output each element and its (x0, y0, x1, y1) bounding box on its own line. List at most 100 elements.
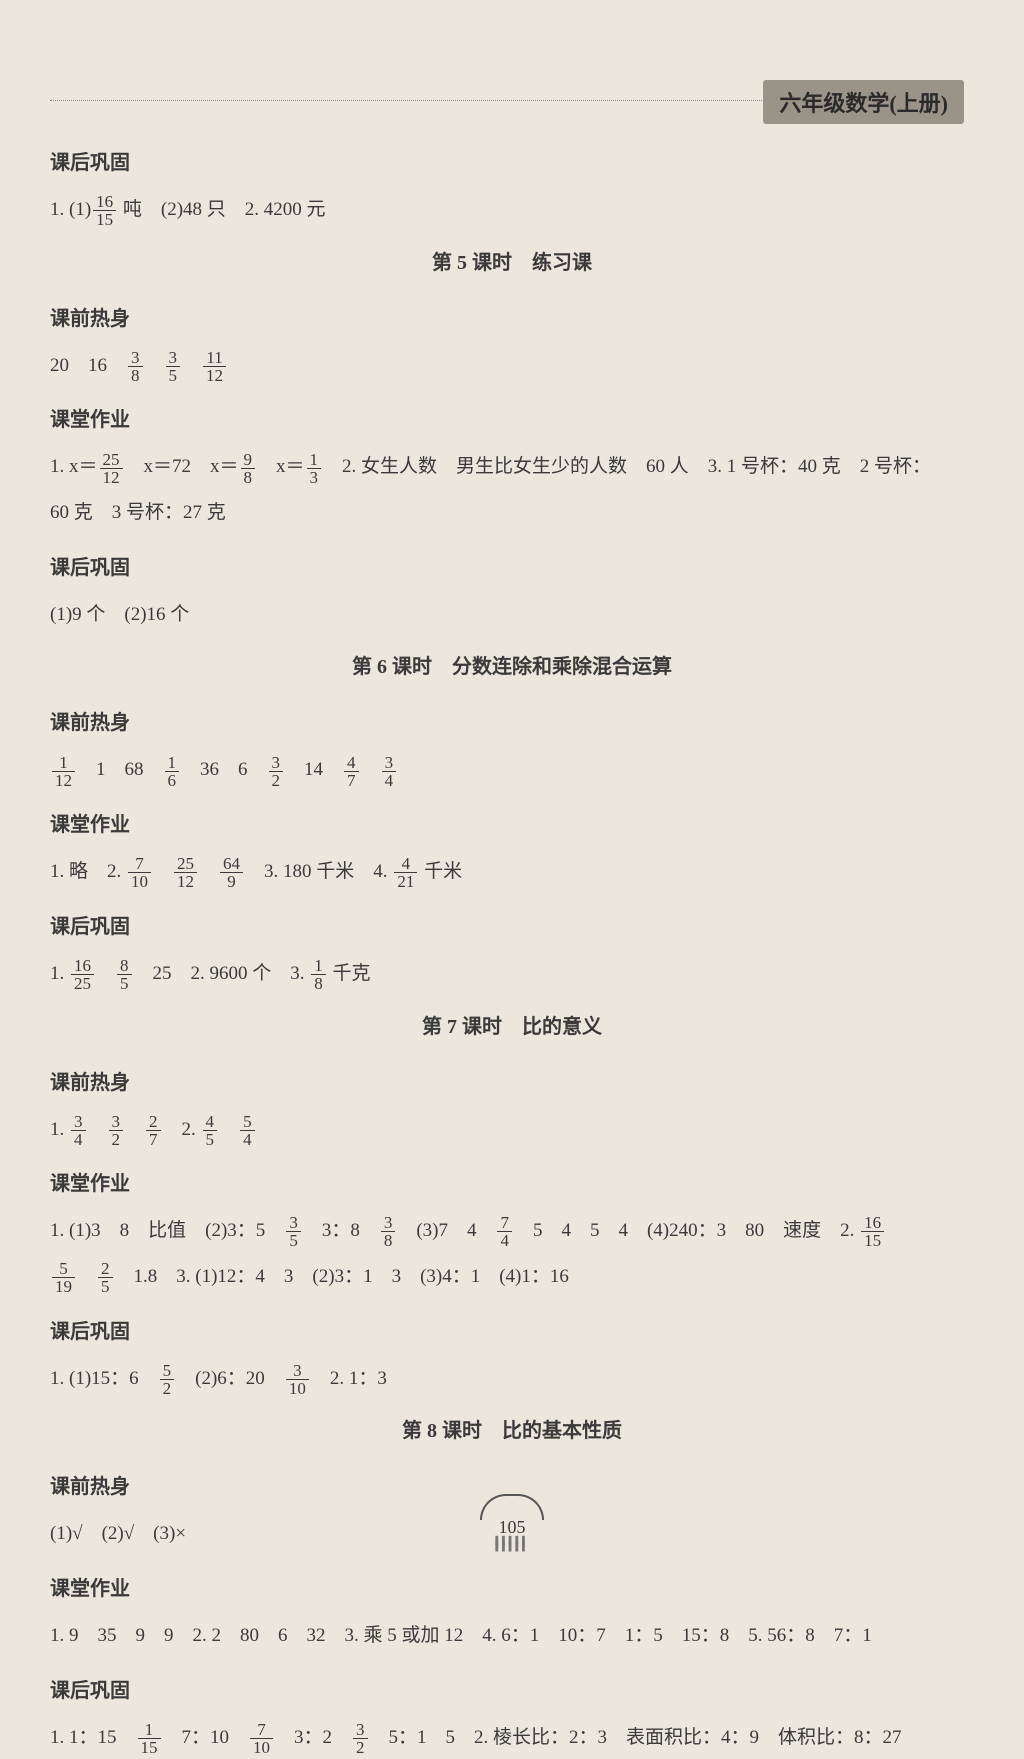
text-run: 1. (50, 963, 69, 984)
page-grid-deco: ▌▌▌▌▌▌▌▌▌▌ (477, 1538, 547, 1551)
text-run: 5 4 5 4 (4)240：3 80 速度 2. (514, 1220, 859, 1241)
text-run: 14 (285, 759, 342, 780)
text-run (182, 355, 201, 376)
fraction: 38 (128, 349, 143, 384)
text-run: 1. (50, 1119, 69, 1140)
section-heading: 课前热身 (50, 700, 974, 746)
fraction: 519 (52, 1260, 75, 1295)
answer-line: 1. 略 2. 710 2512 649 3. 180 千米 4. 421 千米 (50, 850, 974, 894)
answer-line: 1. 1625 85 25 2. 9600 个 3. 18 千克 (50, 952, 974, 996)
answer-line: 519 25 1.8 3. (1)12：4 3 (2)3：1 3 (3)4：1 … (50, 1255, 974, 1299)
fraction: 112 (52, 754, 75, 789)
text-run: 5：1 5 2. 棱长比：2：3 表面积比：4：9 体积比：8：27 (370, 1727, 902, 1748)
fraction: 32 (353, 1721, 368, 1756)
text-run: 1 68 (77, 759, 163, 780)
fraction: 13 (307, 451, 322, 486)
answer-line: 1. 9 35 9 9 2. 2 80 6 32 3. 乘 5 或加 12 4.… (50, 1614, 974, 1658)
fraction: 32 (269, 754, 284, 789)
text-run (199, 861, 218, 882)
section-heading: 课堂作业 (50, 1566, 974, 1612)
section-heading: 课堂作业 (50, 1161, 974, 1207)
fraction: 98 (241, 451, 256, 486)
text-run: x＝ (257, 456, 305, 477)
answer-line: 20 16 38 35 1112 (50, 344, 974, 388)
fraction: 85 (117, 957, 132, 992)
fraction: 310 (286, 1362, 309, 1397)
fraction: 1615 (93, 193, 116, 228)
fraction: 27 (146, 1113, 161, 1148)
text-run: 3. 180 千米 4. (245, 861, 392, 882)
text-run: (1)9 个 (2)16 个 (50, 604, 189, 625)
section-heading: 课堂作业 (50, 802, 974, 848)
text-run: 3：2 (275, 1727, 351, 1748)
fraction: 710 (250, 1721, 273, 1756)
section-heading: 课前热身 (50, 296, 974, 342)
text-run (125, 1119, 144, 1140)
lesson-title: 第 7 课时 比的意义 (50, 1004, 974, 1050)
answer-line: 1. 34 32 27 2. 45 54 (50, 1108, 974, 1152)
section-heading: 课后巩固 (50, 904, 974, 950)
text-run: (1)√ (2)√ (3)× (50, 1523, 186, 1544)
text-run: 2. 女生人数 男生比女生少的人数 60 人 3. 1 号杯：40 克 2 号杯… (323, 456, 931, 477)
answer-line: 60 克 3 号杯：27 克 (50, 491, 974, 535)
fraction: 35 (166, 349, 181, 384)
fraction: 2512 (174, 855, 197, 890)
fraction: 47 (344, 754, 359, 789)
fraction: 54 (240, 1113, 255, 1148)
text-run (361, 759, 380, 780)
text-run: 25 2. 9600 个 3. (134, 963, 310, 984)
text-run (153, 861, 172, 882)
fraction: 115 (138, 1721, 161, 1756)
page-number-ornament: 105 ▌▌▌▌▌▌▌▌▌▌ (477, 1494, 547, 1544)
fraction: 74 (497, 1214, 512, 1249)
fraction: 32 (109, 1113, 124, 1148)
text-run: (2)6：20 (176, 1368, 284, 1389)
answer-line: 1. x＝2512 x＝72 x＝98 x＝13 2. 女生人数 男生比女生少的… (50, 445, 974, 489)
text-run (77, 1266, 96, 1287)
text-run: 60 克 3 号杯：27 克 (50, 502, 226, 523)
section-heading: 课后巩固 (50, 140, 974, 186)
text-run: x＝72 x＝ (125, 456, 239, 477)
text-run: 1. (1)15：6 (50, 1368, 158, 1389)
fraction: 34 (382, 754, 397, 789)
text-run: 1. x＝ (50, 456, 98, 477)
fraction: 38 (381, 1214, 396, 1249)
text-run: 2. (163, 1119, 201, 1140)
text-run: 1.8 3. (1)12：4 3 (2)3：1 3 (3)4：1 (4)1：16 (115, 1266, 569, 1287)
fraction: 52 (160, 1362, 175, 1397)
fraction: 35 (286, 1214, 301, 1249)
lesson-title: 第 5 课时 练习课 (50, 240, 974, 286)
text-run: 1. 9 35 9 9 2. 2 80 6 32 3. 乘 5 或加 12 4.… (50, 1625, 872, 1646)
fraction: 2512 (100, 451, 123, 486)
text-run (145, 355, 164, 376)
text-run: 2. 1：3 (311, 1368, 387, 1389)
answer-line: 112 1 68 16 36 6 32 14 47 34 (50, 748, 974, 792)
answer-line: 1. (1)3 8 比值 (2)3：5 35 3：8 38 (3)7 4 74 … (50, 1209, 974, 1253)
lesson-title: 第 8 课时 比的基本性质 (50, 1408, 974, 1454)
fraction: 1112 (203, 349, 226, 384)
fraction: 25 (98, 1260, 113, 1295)
fraction: 649 (220, 855, 243, 890)
fraction: 18 (311, 957, 326, 992)
fraction: 710 (128, 855, 151, 890)
section-heading: 课前热身 (50, 1060, 974, 1106)
text-run: 千克 (328, 963, 371, 984)
lesson-title: 第 6 课时 分数连除和乘除混合运算 (50, 644, 974, 690)
text-run (96, 963, 115, 984)
page-number: 105 (495, 1517, 530, 1538)
section-heading: 课堂作业 (50, 397, 974, 443)
text-run: 20 16 (50, 355, 126, 376)
fraction: 1615 (861, 1214, 884, 1249)
fraction: 421 (394, 855, 417, 890)
text-run: 1. (1) (50, 199, 91, 220)
answer-line: 1. (1)1615 吨 (2)48 只 2. 4200 元 (50, 188, 974, 232)
section-heading: 课后巩固 (50, 1668, 974, 1714)
answer-line: 1. (1)15：6 52 (2)6：20 310 2. 1：3 (50, 1357, 974, 1401)
text-run: 吨 (2)48 只 2. 4200 元 (118, 199, 325, 220)
header-badge: 六年级数学(上册) (763, 80, 964, 124)
fraction: 45 (203, 1113, 218, 1148)
text-run: 36 6 (181, 759, 267, 780)
text-run: 1. 略 2. (50, 861, 126, 882)
answer-line: (1)9 个 (2)16 个 (50, 593, 974, 637)
text-run: (3)7 4 (397, 1220, 495, 1241)
